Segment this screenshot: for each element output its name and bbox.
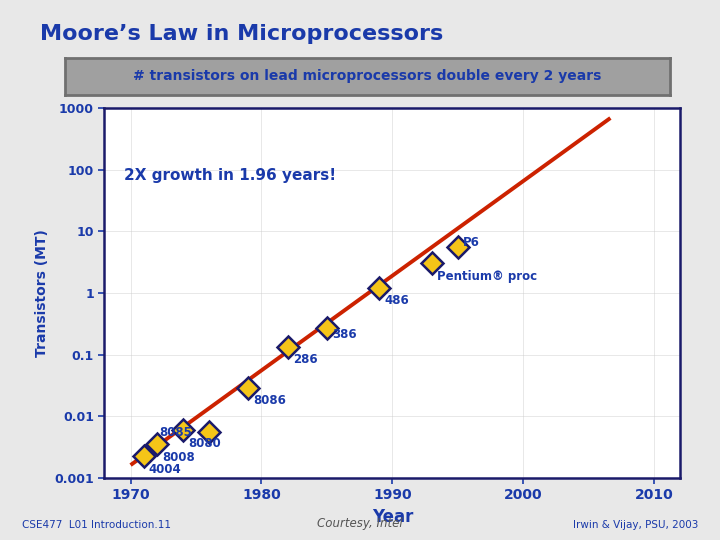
Y-axis label: Transistors (MT): Transistors (MT) bbox=[35, 229, 49, 357]
Text: 386: 386 bbox=[332, 328, 357, 341]
Text: 8086: 8086 bbox=[253, 394, 287, 407]
Text: Courtesy, Intel: Courtesy, Intel bbox=[318, 517, 402, 530]
Text: P6: P6 bbox=[463, 236, 480, 249]
X-axis label: Year: Year bbox=[372, 508, 413, 526]
Text: Pentium® proc: Pentium® proc bbox=[437, 269, 537, 283]
Text: 4004: 4004 bbox=[149, 463, 181, 476]
Text: 286: 286 bbox=[293, 353, 318, 366]
Text: 486: 486 bbox=[384, 294, 409, 307]
Text: CSE477  L01 Introduction.11: CSE477 L01 Introduction.11 bbox=[22, 520, 171, 530]
Text: 8085: 8085 bbox=[159, 426, 192, 439]
Text: 2X growth in 1.96 years!: 2X growth in 1.96 years! bbox=[124, 168, 336, 183]
Text: Irwin & Vijay, PSU, 2003: Irwin & Vijay, PSU, 2003 bbox=[573, 520, 698, 530]
Text: 8080: 8080 bbox=[188, 437, 221, 450]
Text: 8008: 8008 bbox=[162, 451, 194, 464]
Text: # transistors on lead microprocessors double every 2 years: # transistors on lead microprocessors do… bbox=[133, 69, 601, 83]
Text: Moore’s Law in Microprocessors: Moore’s Law in Microprocessors bbox=[40, 24, 443, 44]
